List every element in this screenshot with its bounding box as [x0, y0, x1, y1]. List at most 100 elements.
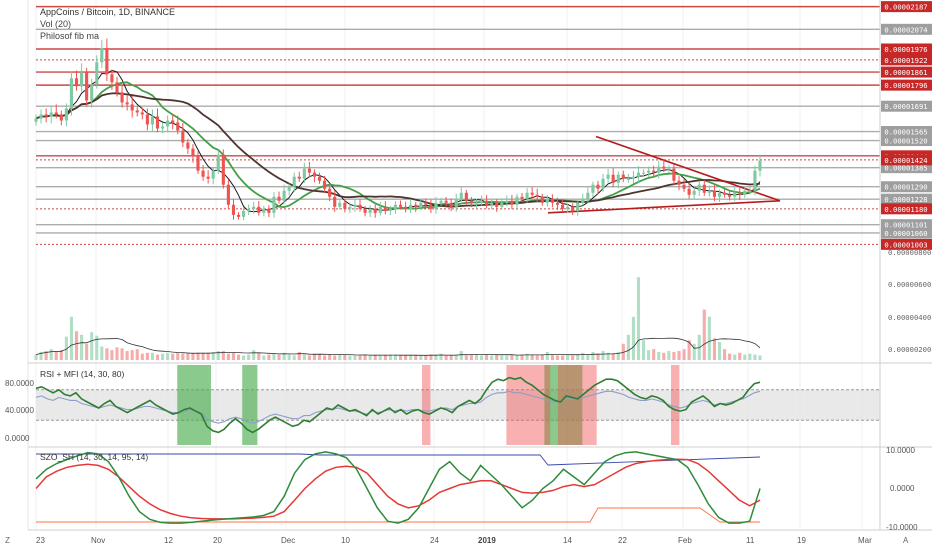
candle-body	[576, 202, 580, 211]
candle-body	[500, 202, 504, 207]
candle-body	[378, 206, 382, 213]
candle-body	[338, 202, 342, 207]
candle-body	[571, 206, 575, 211]
volume-bar	[424, 355, 428, 360]
candle-body	[566, 206, 570, 209]
volume-bar	[434, 354, 438, 360]
time-label: Nov	[91, 536, 105, 545]
candle-body	[34, 118, 38, 122]
candle-body	[161, 126, 165, 129]
price-level-label: 0.00001385	[884, 164, 927, 173]
candle-body	[454, 198, 458, 207]
candle-body	[758, 160, 762, 171]
volume-bar	[728, 353, 732, 360]
volume-bar	[596, 353, 600, 360]
ma-indicator-label: Philosof fib ma	[40, 31, 99, 41]
price-level-tag	[881, 162, 932, 174]
candle-body	[262, 208, 266, 213]
volume-bar	[150, 352, 155, 360]
candle-body	[363, 208, 367, 213]
time-axis-corner-left[interactable]: Z	[5, 536, 10, 545]
szo-tick-10: 10.0000	[886, 446, 915, 455]
price-level-tag	[881, 227, 932, 239]
candle-body	[221, 154, 225, 185]
volume-bar	[312, 353, 317, 360]
volume-bar	[626, 334, 630, 360]
candle-body	[69, 78, 73, 109]
volume-bar	[110, 350, 114, 360]
time-label-year: 2019	[478, 536, 496, 545]
candle-body	[312, 172, 317, 177]
volume-bar	[550, 354, 554, 360]
volume-bar	[439, 353, 443, 360]
volume-bar	[672, 351, 676, 360]
candle-body	[479, 200, 484, 203]
rsi-band	[36, 389, 880, 421]
rsi-mfi-pane	[35, 365, 880, 445]
price-level-tag	[881, 219, 932, 231]
rsi-tick-0: 0.0000	[5, 434, 30, 443]
volume-bar	[388, 354, 392, 360]
volume-bar	[459, 351, 463, 360]
volume-bar	[155, 354, 160, 360]
candle-body	[677, 180, 681, 185]
volume-bar	[95, 335, 99, 360]
candle-body	[586, 192, 590, 199]
time-label: 23	[36, 536, 45, 545]
candle-body	[110, 74, 114, 83]
volume-bar	[221, 351, 225, 360]
szo-main-line	[35, 451, 761, 524]
price-level-tag	[881, 181, 932, 193]
candle-body	[388, 208, 392, 211]
candle-body	[545, 198, 549, 203]
price-level-label: 0.00001796	[884, 81, 927, 90]
volume-bar	[323, 355, 327, 360]
candle-body	[409, 204, 413, 209]
volume-bar	[687, 340, 691, 360]
candle-body	[150, 116, 155, 125]
candle-body	[196, 156, 200, 171]
candle-body	[530, 192, 534, 195]
candle-body	[115, 82, 119, 93]
candle-body	[297, 176, 301, 179]
volume-bar	[176, 352, 180, 360]
moving-average-line	[35, 92, 761, 208]
volume-bar	[601, 351, 605, 360]
candle-body	[166, 120, 170, 127]
time-label: 24	[430, 536, 439, 545]
volume-bar	[758, 355, 762, 360]
candle-body	[201, 170, 205, 177]
candle-body	[581, 198, 585, 203]
price-levels	[36, 5, 880, 245]
candle-body	[591, 184, 595, 193]
price-level-label: 0.00001922	[884, 56, 927, 65]
volume-bar	[348, 355, 352, 360]
candle-body	[140, 112, 144, 115]
candle-body	[277, 196, 281, 201]
time-label: 14	[563, 536, 572, 545]
candle-body	[105, 48, 109, 75]
volume-bar	[171, 353, 175, 360]
volume-bar	[545, 351, 549, 360]
candle-body	[302, 168, 306, 179]
triangle-pattern	[547, 135, 781, 214]
candle-body	[74, 78, 79, 87]
candle-body	[682, 184, 686, 189]
candle-body	[469, 200, 473, 203]
price-level-label: 0.00001861	[884, 68, 927, 77]
volume-bar	[474, 354, 479, 360]
volume-bar	[555, 355, 560, 360]
candle-body	[692, 190, 696, 195]
candle-body	[216, 154, 220, 171]
price-level-label: 0.00001180	[884, 205, 927, 214]
volume-bar	[657, 351, 661, 360]
candle-body	[353, 204, 357, 207]
volume-bar	[692, 343, 696, 360]
time-axis-corner-right[interactable]: A	[903, 536, 909, 545]
volume-bar	[479, 355, 484, 360]
volume-bar	[191, 352, 195, 360]
candle-body	[80, 72, 84, 87]
volume-bar	[297, 351, 301, 360]
